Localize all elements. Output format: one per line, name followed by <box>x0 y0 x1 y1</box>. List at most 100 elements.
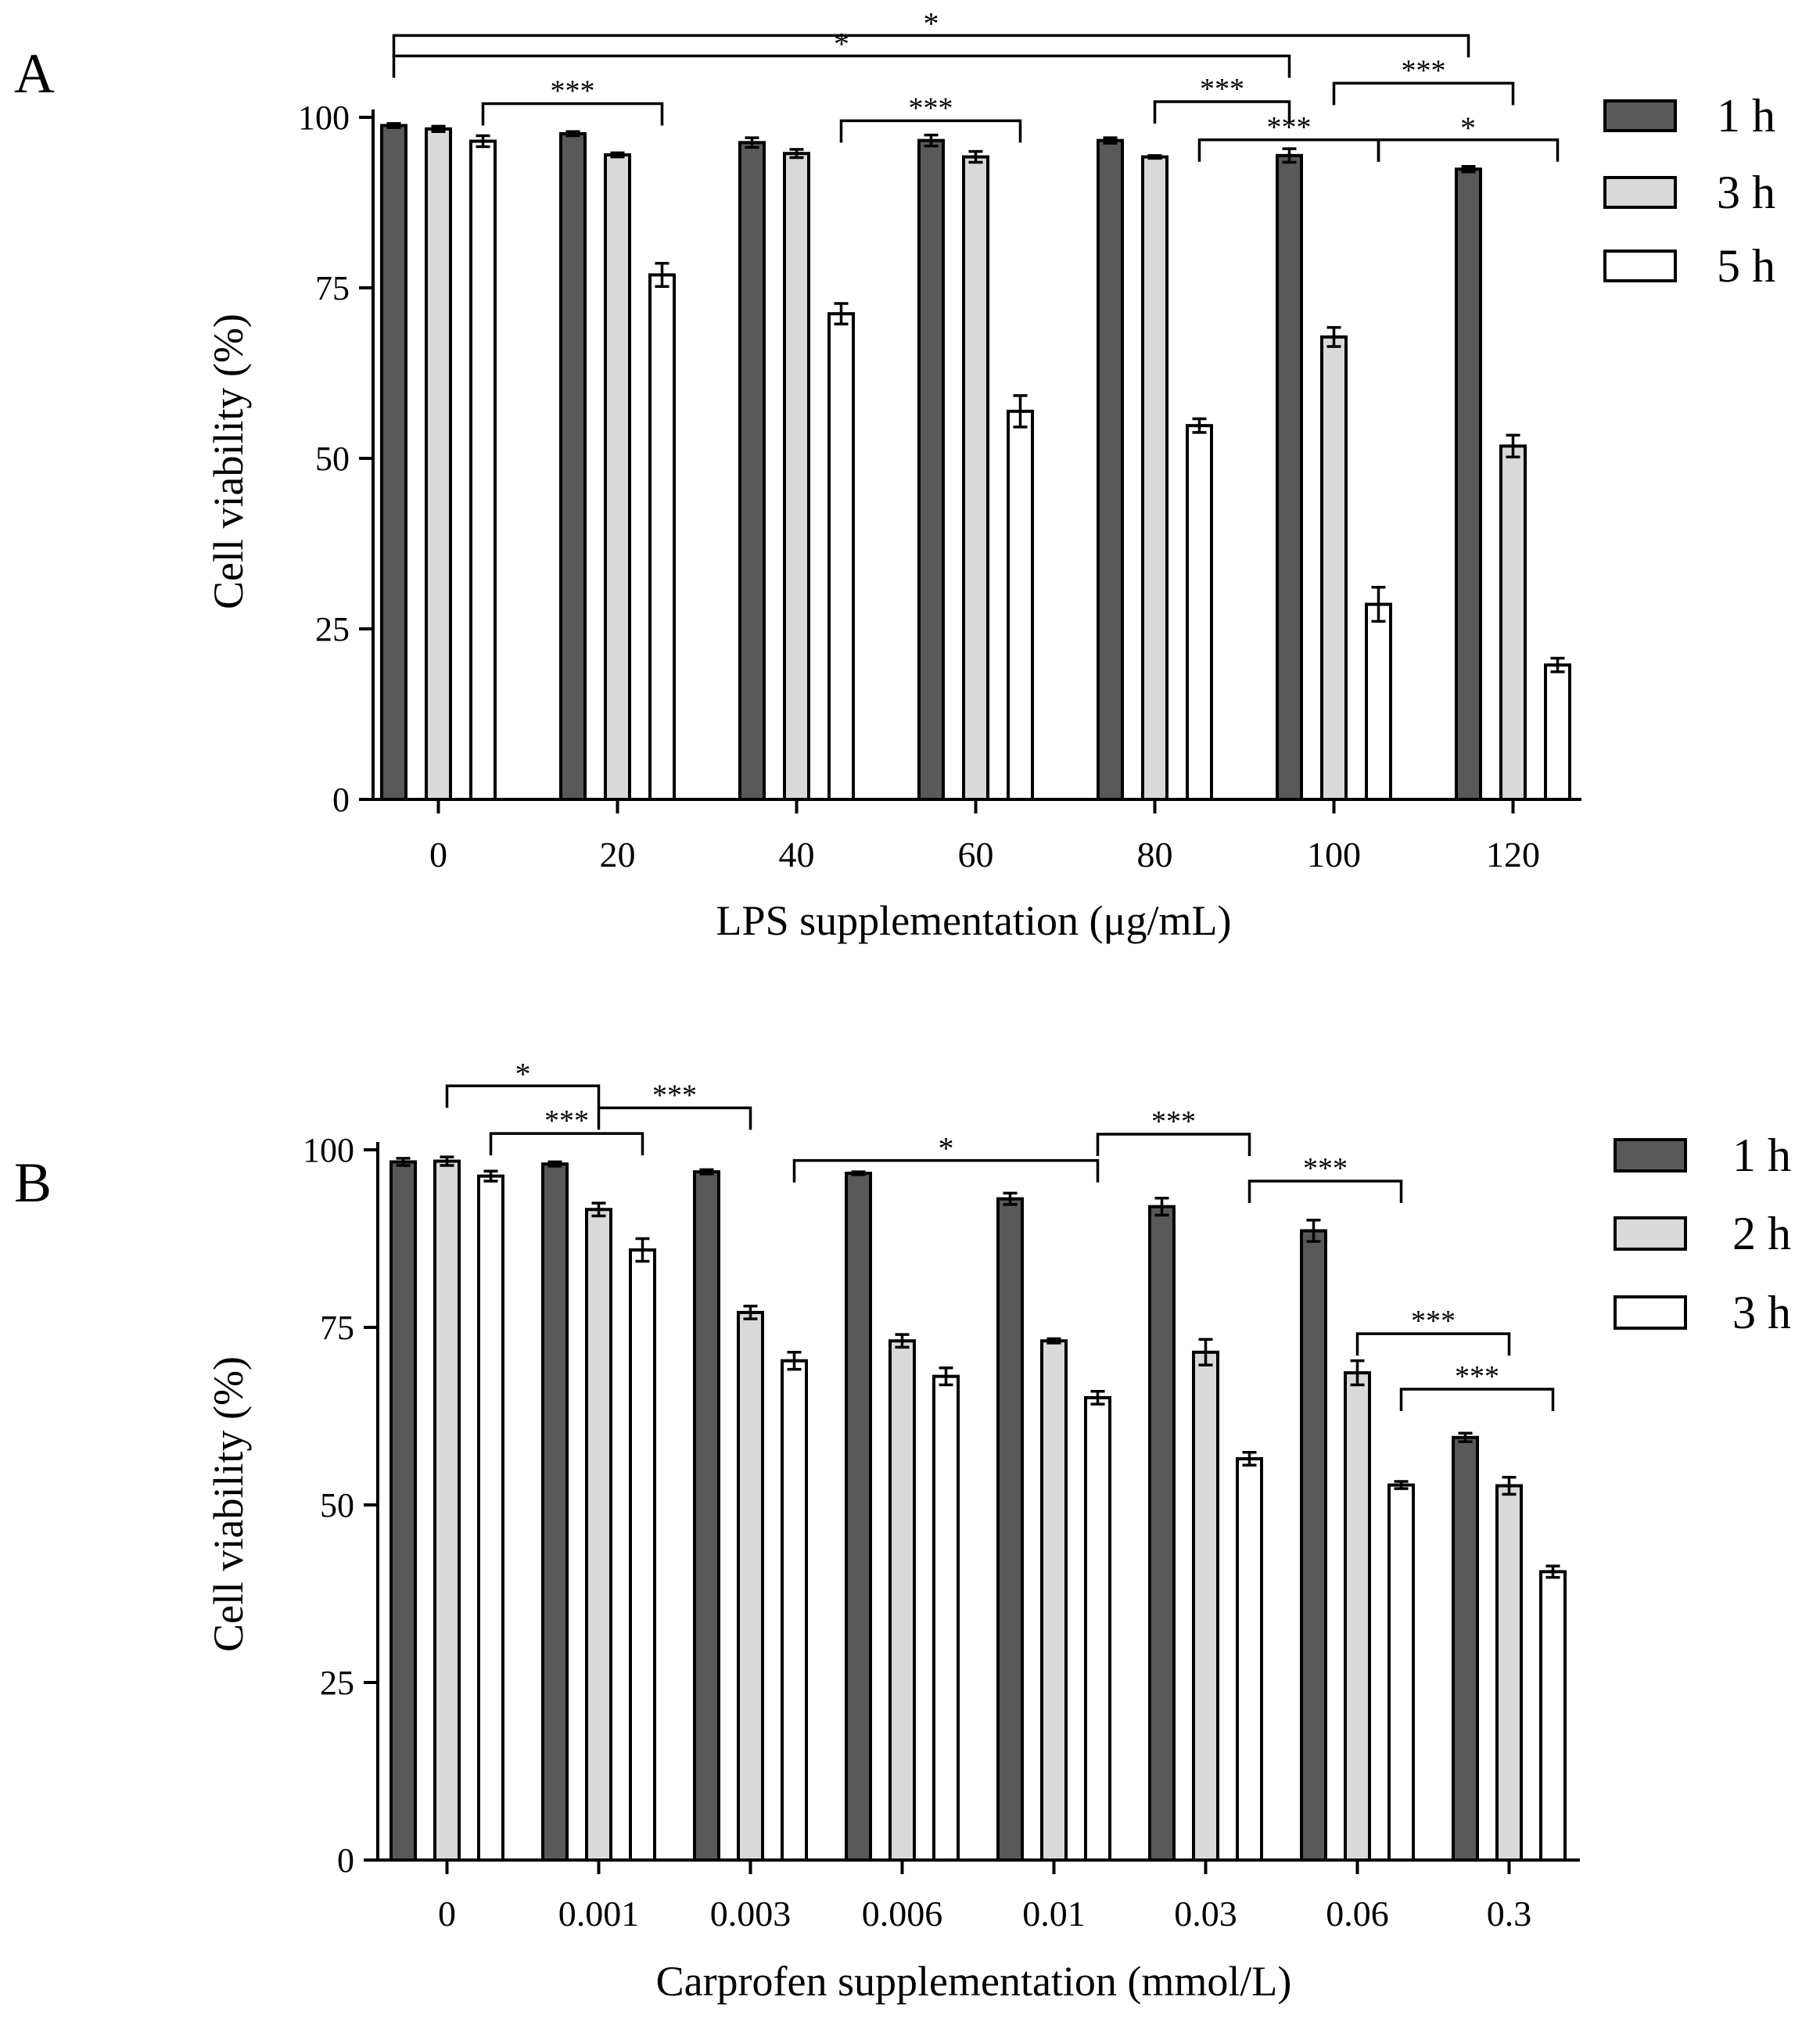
legend-label: 3 h <box>1717 167 1775 218</box>
bar-5h-100 <box>1365 602 1392 801</box>
significance-label: *** <box>544 1104 589 1137</box>
bar-3h-60 <box>962 155 989 802</box>
panel-label: B <box>14 1151 52 1214</box>
bar-3h-40 <box>783 152 810 801</box>
bar-1h-20 <box>559 131 587 802</box>
bar-1h-100 <box>1276 153 1303 802</box>
y-tick-label: 100 <box>298 99 350 137</box>
significance-label: *** <box>1200 73 1244 106</box>
significance-bracket <box>1332 81 1515 106</box>
significance-bracket <box>392 34 1470 58</box>
significance-bracket <box>445 1084 601 1108</box>
x-tick-label: 0.001 <box>558 1894 640 1934</box>
legend-swatch <box>1603 250 1677 282</box>
y-tick-label: 0 <box>332 781 350 819</box>
significance-bracket <box>392 54 1291 78</box>
bar-5h-120 <box>1544 663 1571 801</box>
bar-3h-0.01 <box>1084 1395 1111 1862</box>
y-axis-label: Cell viability (%) <box>205 1356 252 1652</box>
bar-2h-0.06 <box>1344 1371 1371 1862</box>
bar-3h-0.06 <box>1387 1483 1415 1862</box>
panel-a: A 0 25 50 75 100 0 20 40 60 80 100 120 LPS supplement… <box>14 5 1775 944</box>
legend-label: 5 h <box>1717 240 1775 292</box>
legend-label: 1 h <box>1732 1129 1791 1181</box>
bar-1h-0.01 <box>996 1197 1024 1862</box>
y-tick-label: 75 <box>315 269 350 307</box>
bar-1h-120 <box>1455 167 1482 802</box>
significance-bracket <box>1096 1133 1251 1157</box>
bar-3h-0 <box>425 127 452 802</box>
bar-2h-0.003 <box>737 1310 764 1862</box>
bar-3h-100 <box>1320 335 1348 801</box>
legend-swatch <box>1614 1216 1687 1251</box>
x-axis-label: Carprofen supplementation (mmol/L) <box>656 1958 1292 2005</box>
bar-1h-80 <box>1097 138 1124 801</box>
y-axis-label: Cell viability (%) <box>205 314 252 609</box>
bar-3h-20 <box>604 153 631 801</box>
significance-label: *** <box>1411 1305 1456 1338</box>
x-tick-label: 120 <box>1486 835 1540 874</box>
significance-bracket <box>1399 1388 1555 1411</box>
y-tick-label: 25 <box>320 1664 354 1702</box>
bar-5h-60 <box>1007 409 1034 801</box>
y-tick-label: 75 <box>320 1309 354 1347</box>
bar-1h-0.003 <box>693 1170 720 1862</box>
significance-bracket <box>1355 1332 1511 1356</box>
significance-label: *** <box>909 92 953 124</box>
bar-5h-0 <box>469 139 497 801</box>
legend-label: 1 h <box>1717 90 1775 142</box>
significance-bracket <box>792 1158 1100 1183</box>
significance-bracket <box>839 119 1022 143</box>
legend-swatch <box>1614 1138 1687 1173</box>
significance-label: *** <box>1151 1105 1196 1138</box>
legend-swatch <box>1614 1295 1687 1330</box>
x-tick-label: 0 <box>438 1894 456 1934</box>
legend-swatch <box>1603 99 1677 132</box>
y-tick-label: 50 <box>320 1486 354 1524</box>
bar-3h-0.003 <box>781 1359 808 1862</box>
significance-bracket <box>597 1106 752 1130</box>
x-tick-label: 80 <box>1137 835 1173 874</box>
bar-1h-0 <box>389 1160 417 1862</box>
significance-label: * <box>924 5 939 41</box>
bar-5h-80 <box>1186 424 1213 801</box>
x-tick-label: 20 <box>600 835 636 874</box>
significance-label: *** <box>1267 111 1312 144</box>
legend-swatch <box>1603 176 1677 209</box>
x-tick-label: 100 <box>1307 835 1361 874</box>
x-tick-label: 0.006 <box>862 1894 943 1934</box>
bar-2h-0.01 <box>1040 1339 1068 1862</box>
bar-3h-0.3 <box>1539 1570 1567 1862</box>
bar-2h-0.03 <box>1192 1350 1219 1862</box>
significance-label: * <box>834 27 849 62</box>
bar-1h-0.006 <box>845 1171 872 1862</box>
significance-bracket <box>1247 1180 1403 1203</box>
bar-2h-0.001 <box>585 1208 612 1862</box>
legend-label: 2 h <box>1732 1208 1791 1259</box>
significance-label: *** <box>1455 1360 1499 1393</box>
x-tick-label: 60 <box>958 835 994 874</box>
bar-1h-0.3 <box>1452 1435 1479 1862</box>
panel-label: A <box>14 42 55 105</box>
bar-3h-0.03 <box>1236 1456 1263 1862</box>
significance-label: * <box>515 1056 531 1091</box>
bar-1h-0 <box>380 124 407 802</box>
panel-b: B 0 25 50 75 100 0 0.001 0.003 0.006 0.01 0.03 0.06 0… <box>14 1056 1791 2005</box>
x-tick-label: 0 <box>429 835 447 874</box>
significance-label: * <box>1460 110 1476 145</box>
bar-1h-0.001 <box>541 1162 569 1862</box>
x-tick-label: 0.01 <box>1022 1894 1086 1934</box>
x-tick-label: 40 <box>779 835 815 874</box>
bar-3h-120 <box>1499 444 1527 802</box>
y-tick-label: 0 <box>337 1841 354 1880</box>
significance-bracket <box>489 1132 644 1156</box>
x-axis-label: LPS supplementation (μg/mL) <box>716 897 1232 944</box>
bar-1h-0.06 <box>1300 1229 1327 1862</box>
bar-1h-0.03 <box>1148 1205 1176 1862</box>
bar-2h-0 <box>433 1159 461 1862</box>
significance-label: *** <box>551 75 595 108</box>
x-tick-label: 0.003 <box>710 1894 792 1934</box>
bar-5h-20 <box>648 273 676 801</box>
bar-5h-40 <box>827 312 855 801</box>
x-tick-label: 0.03 <box>1174 1894 1237 1934</box>
